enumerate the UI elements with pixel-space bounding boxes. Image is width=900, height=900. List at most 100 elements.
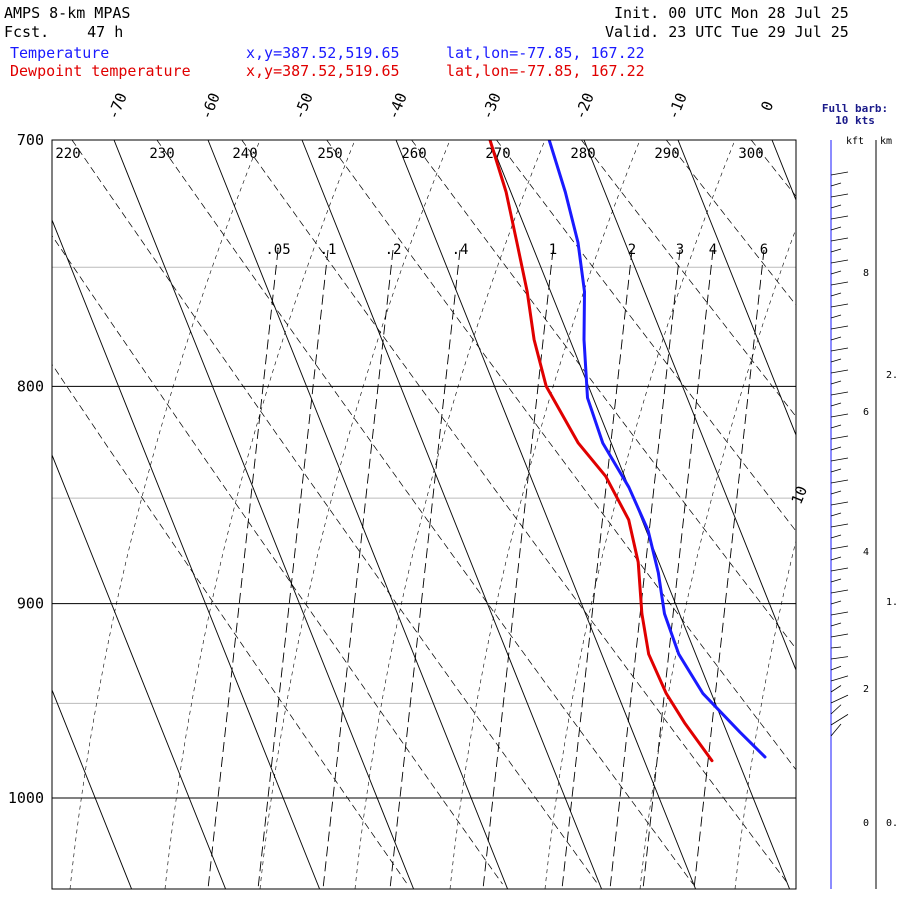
init-value: 00 UTC Mon 28 Jul 25 [668, 4, 849, 22]
wind-barb [830, 490, 842, 495]
kft-tick-label: 4 [863, 547, 869, 558]
wind-barb [830, 589, 849, 594]
wind-barb [830, 457, 849, 462]
init-time: Init. 00 UTC Mon 28 Jul 25 [614, 4, 849, 22]
isotherm-label: -40 [384, 90, 411, 122]
plot-frame [51, 139, 797, 890]
km-tick-label: 0. [886, 818, 898, 829]
wind-barb [830, 600, 842, 605]
km-tick-label: 1. [886, 597, 898, 608]
wind-barb [830, 325, 849, 330]
wind-barb [830, 358, 842, 363]
wind-barb [830, 402, 842, 407]
kft-tick-label: 0 [863, 818, 869, 829]
dry-adiabat-line [52, 363, 408, 885]
isotherm-line [207, 140, 509, 889]
dry-adiabat-line [52, 235, 503, 885]
wind-barb [830, 704, 842, 715]
kft-tick-label: 2 [863, 684, 869, 695]
barb-title-line2: 10 kts [835, 114, 875, 127]
kft-label: kft [846, 136, 864, 147]
wind-barb [830, 512, 842, 517]
mixing-ratio-label: 6 [760, 242, 768, 258]
dry-adiabat-label: 260 [401, 146, 426, 162]
isotherm-label: 10 [788, 483, 811, 506]
wind-barb [830, 468, 842, 473]
fcst-label: Fcst. [4, 23, 50, 41]
isotherm-line [395, 140, 697, 889]
mixing-ratio-line [257, 249, 329, 889]
wind-barb [830, 435, 849, 440]
valid-time: Valid. 23 UTC Tue 29 Jul 25 [605, 23, 849, 41]
isotherm-label: -10 [664, 90, 691, 122]
wind-barb [830, 215, 849, 220]
mixing-ratio-line [322, 249, 394, 889]
wind-barb [830, 694, 849, 704]
wind-barb [830, 303, 849, 308]
dry-adiabat-label: 250 [317, 146, 342, 162]
saturated-adiabat-line [830, 140, 900, 889]
dry-adiabat-line [836, 140, 900, 884]
wind-barb [830, 611, 849, 616]
mixing-ratio-line [693, 249, 765, 889]
wind-barb [830, 237, 849, 242]
mixing-ratio-line [389, 249, 461, 889]
isotherm-line [866, 140, 900, 889]
legend-dewpoint-xy: x,y=387.52,519.65 [246, 62, 400, 80]
mixing-ratio-label: 4 [709, 242, 717, 258]
model-title: AMPS 8-km MPAS [4, 4, 131, 22]
isotherm-label: -20 [571, 90, 598, 122]
dry-adiabat-line [411, 140, 796, 650]
wind-barb [830, 665, 842, 671]
wind-barb [830, 281, 849, 286]
pressure-tick-label: 800 [17, 377, 44, 395]
wind-barb [830, 622, 842, 627]
mixing-ratio-label: 2 [628, 242, 636, 258]
km-tick-label: 2. [886, 370, 898, 381]
wind-barb [830, 391, 849, 396]
dry-adiabat-label: 230 [149, 146, 174, 162]
mixing-ratio-label: .1 [320, 242, 337, 258]
wind-barb [830, 314, 842, 319]
wind-barb [830, 270, 842, 275]
dewpoint-line [488, 140, 714, 763]
wind-barb [830, 501, 849, 506]
init-label: Init. [614, 4, 660, 22]
wind-barb [830, 369, 849, 374]
mixing-ratio-line [482, 249, 554, 889]
wind-barb [830, 479, 849, 484]
wind-barb [830, 171, 849, 176]
wind-barb [830, 446, 842, 451]
saturated-adiabat-line [544, 140, 736, 889]
saturated-adiabat-line [259, 140, 451, 889]
wind-barb [830, 714, 849, 726]
legend-temperature-name: Temperature [10, 44, 110, 62]
isotherm-line [677, 140, 796, 437]
wind-barb [830, 193, 849, 198]
temperature-line [547, 140, 767, 759]
wind-barb [830, 248, 842, 253]
saturated-adiabat-line [734, 539, 796, 889]
pressure-tick-label: 700 [17, 131, 44, 149]
wind-barb [830, 578, 842, 583]
wind-barb [830, 413, 849, 418]
isotherm-label: 0 [757, 99, 777, 114]
kft-tick-label: 6 [863, 407, 869, 418]
wind-barb [830, 675, 849, 682]
valid-value: 23 UTC Tue 29 Jul 25 [668, 23, 849, 41]
dry-adiabat-label: 240 [232, 146, 257, 162]
saturated-adiabat-line [69, 140, 261, 889]
isotherm-line [52, 218, 321, 889]
wind-barb [830, 259, 849, 264]
dry-adiabat-line [326, 140, 796, 771]
dry-adiabat-label: 270 [485, 146, 510, 162]
valid-label: Valid. [605, 23, 660, 41]
mixing-ratio-line [609, 249, 681, 889]
wind-barb [830, 534, 842, 539]
fcst-value: 47 h [87, 23, 124, 41]
mixing-ratio-line [207, 249, 279, 889]
isotherm-line [52, 688, 133, 889]
wind-barb [830, 204, 842, 209]
dry-adiabat-line [750, 140, 796, 197]
